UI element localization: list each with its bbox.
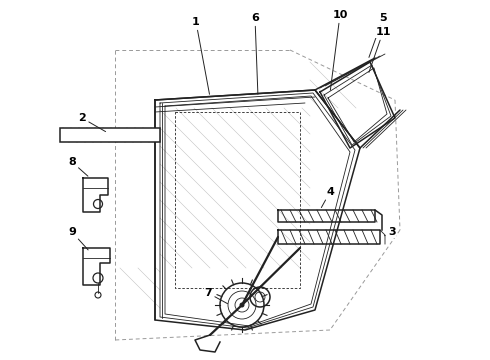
- Text: 9: 9: [68, 227, 88, 250]
- Text: 8: 8: [68, 157, 88, 176]
- Text: 10: 10: [330, 10, 348, 90]
- Text: 6: 6: [251, 13, 259, 94]
- Text: 1: 1: [192, 17, 210, 94]
- Text: 2: 2: [78, 113, 105, 132]
- Circle shape: [240, 302, 245, 307]
- Text: 5: 5: [369, 13, 387, 57]
- Text: 7: 7: [204, 288, 227, 304]
- Text: 3: 3: [385, 227, 396, 237]
- Text: 4: 4: [321, 187, 334, 208]
- Text: 11: 11: [369, 27, 391, 72]
- FancyBboxPatch shape: [60, 128, 160, 142]
